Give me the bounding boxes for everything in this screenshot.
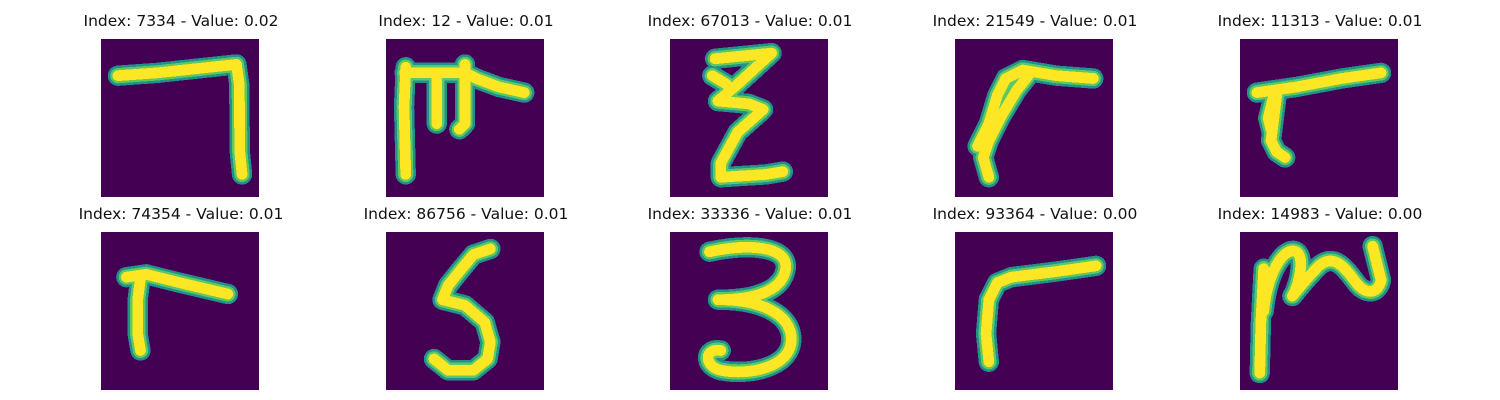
panel-1: Index: 7334 - Value: 0.02: [84, 12, 278, 197]
glyph-stroke: [1251, 67, 1387, 163]
glyph-stroke: [121, 268, 234, 356]
glyph-stroke: [972, 64, 1099, 183]
panel-title: Index: 33336 - Value: 0.01: [647, 205, 853, 223]
glyph-stroke: [980, 260, 1102, 368]
glyph-stroke: [398, 59, 530, 180]
digit-image: [1240, 39, 1398, 197]
panel-title: Index: 86756 - Value: 0.01: [363, 205, 569, 223]
panel-title: Index: 93364 - Value: 0.00: [932, 205, 1138, 223]
panel-4: Index: 21549 - Value: 0.01: [933, 12, 1137, 197]
glyph-stroke: [1254, 240, 1387, 379]
digit-image: [386, 39, 544, 197]
glyph-stroke: [702, 242, 797, 378]
digit-image: [955, 39, 1113, 197]
panel-title: Index: 11313 - Value: 0.01: [1217, 12, 1423, 30]
glyph-stroke: [428, 243, 496, 376]
digit-image: [670, 39, 828, 197]
panel-2: Index: 12 - Value: 0.01: [378, 12, 554, 197]
panel-title: Index: 21549 - Value: 0.01: [932, 12, 1138, 30]
panel-title: Index: 12 - Value: 0.01: [378, 12, 554, 30]
panel-8: Index: 33336 - Value: 0.01: [648, 205, 852, 390]
glyph-stroke: [112, 59, 248, 180]
panel-5: Index: 11313 - Value: 0.01: [1218, 12, 1422, 197]
panel-9: Index: 93364 - Value: 0.00: [933, 205, 1137, 390]
digit-image: [386, 232, 544, 390]
digit-image: [101, 39, 259, 197]
digit-image: [101, 232, 259, 390]
digit-image: [955, 232, 1113, 390]
image-background: [101, 232, 259, 390]
panel-3: Index: 67013 - Value: 0.01: [648, 12, 852, 197]
digit-image: [1240, 232, 1398, 390]
digit-image: [670, 232, 828, 390]
panel-title: Index: 67013 - Value: 0.01: [647, 12, 853, 30]
panel-7: Index: 86756 - Value: 0.01: [364, 205, 568, 390]
panel-title: Index: 14983 - Value: 0.00: [1217, 205, 1423, 223]
panel-6: Index: 74354 - Value: 0.01: [79, 205, 283, 390]
panel-title: Index: 74354 - Value: 0.01: [78, 205, 284, 223]
panel-10: Index: 14983 - Value: 0.00: [1218, 205, 1422, 390]
panel-title: Index: 7334 - Value: 0.02: [83, 12, 279, 30]
glyph-stroke: [706, 47, 789, 183]
